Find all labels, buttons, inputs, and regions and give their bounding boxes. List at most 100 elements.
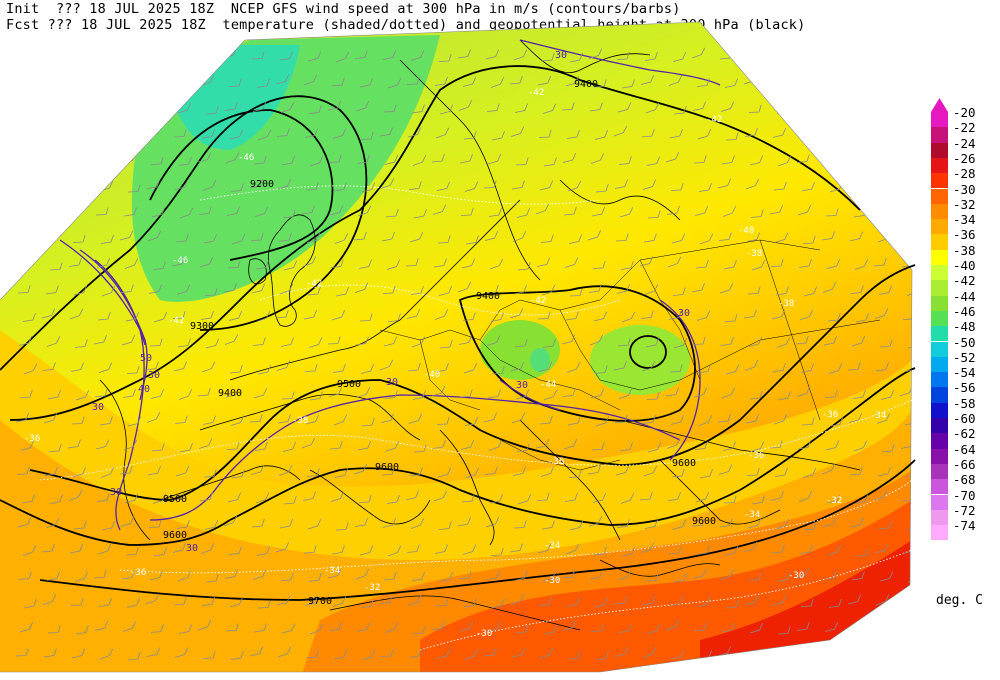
wind-label: 50: [140, 353, 152, 364]
wind-barb: [564, 492, 578, 502]
wind-barb: [847, 362, 861, 371]
wind-barb: [231, 234, 246, 245]
wind-barb: [877, 466, 891, 477]
wind-barb: [692, 568, 707, 579]
wind-barb: [41, 308, 56, 319]
wind-barb: [695, 259, 709, 269]
wind-barb: [823, 100, 838, 112]
wind-barb: [873, 490, 888, 501]
wind-barb: [696, 545, 710, 555]
wind-barb: [387, 78, 402, 89]
wind-barb: [513, 284, 527, 295]
temperature-label: -34: [324, 566, 340, 576]
wind-barb: [718, 464, 733, 475]
wind-barb: [277, 179, 292, 190]
wind-barb: [796, 386, 811, 397]
wind-barb: [360, 131, 374, 140]
wind-barb: [771, 77, 785, 86]
legend-entry: -66: [928, 457, 1000, 480]
height-label: 9300: [190, 321, 214, 332]
wind-barb: [201, 129, 215, 139]
wind-barb: [97, 76, 112, 87]
wind-barb: [335, 51, 350, 63]
wind-barb: [694, 441, 708, 450]
wind-barb: [569, 288, 583, 297]
wind-barb: [562, 152, 577, 163]
wind-barb: [305, 649, 319, 659]
wind-barb: [98, 597, 112, 607]
wind-barb: [227, 492, 242, 503]
wind-barb: [641, 596, 655, 606]
wind-barb: [279, 518, 293, 529]
wind-barb: [696, 78, 710, 87]
legend-swatch: [931, 219, 948, 235]
wind-barb: [876, 180, 890, 190]
wind-contour-30-central: [499, 379, 561, 411]
wind-barb: [772, 595, 787, 606]
wind-barb: [306, 232, 321, 243]
wind-barb: [513, 49, 528, 61]
wind-barb: [22, 312, 36, 322]
wind-barb: [101, 285, 116, 297]
wind-barb: [462, 312, 476, 321]
wind-barb: [119, 230, 134, 241]
wind-barb: [179, 207, 194, 219]
temperature-label: -30: [476, 629, 492, 639]
wind-barb: [777, 390, 791, 401]
wind-barb: [567, 415, 581, 426]
wind-barb: [173, 361, 188, 372]
wind-barb: [145, 593, 160, 605]
wind-barb: [486, 103, 500, 112]
wind-barb: [68, 490, 83, 501]
wind-barb: [309, 156, 324, 167]
wind-barb: [537, 75, 551, 86]
wind-barb: [747, 286, 761, 295]
wind-barb: [595, 183, 609, 193]
legend-swatch: [931, 463, 948, 480]
wind-barb: [281, 155, 295, 166]
legend-entry: -54: [928, 365, 1000, 388]
wind-barb: [563, 439, 578, 450]
wind-barb: [23, 598, 37, 609]
wind-barb: [153, 312, 168, 323]
wind-barb: [463, 598, 477, 608]
wind-barb: [172, 542, 187, 553]
wind-barb: [486, 335, 501, 346]
wind-barb: [515, 389, 530, 400]
wind-barb: [851, 571, 865, 581]
wind-barb: [569, 52, 583, 63]
wind-barb: [148, 49, 163, 60]
wind-barb: [17, 285, 31, 294]
wind-barb: [330, 259, 344, 268]
wind-barb: [850, 517, 865, 528]
wind-barb: [101, 53, 115, 63]
wind-barb: [148, 284, 162, 294]
wind-barb: [256, 78, 270, 88]
wind-barb: [725, 364, 740, 375]
wind-barb: [619, 207, 634, 218]
wind-barb: [249, 646, 264, 657]
wind-contour-50: [94, 259, 146, 346]
wind-barb: [227, 260, 241, 269]
wind-barb: [229, 129, 244, 140]
wind-barb: [253, 388, 268, 399]
temperature-label: -42: [706, 115, 722, 125]
wind-barb: [413, 208, 427, 219]
wind-barb: [665, 152, 680, 163]
wind-barb: [412, 390, 426, 400]
wind-barb: [795, 568, 810, 579]
wind-barb: [587, 230, 602, 241]
temperature-label: -38: [292, 416, 308, 426]
wind-barb: [435, 127, 450, 139]
temperature-legend: -20 -22 -24 -26 -28 -30 -32 -34 -36 -38 -40 -42 -44-…: [928, 98, 1000, 578]
wind-barb: [852, 154, 867, 165]
wind-barb: [465, 235, 479, 245]
wind-barb: [203, 469, 217, 478]
wind-barb: [71, 416, 85, 425]
legend-label: -22: [953, 120, 976, 136]
wind-barb: [127, 651, 141, 661]
wind-barb: [463, 363, 478, 374]
height-label: 9600: [163, 530, 187, 541]
wind-barb: [907, 104, 912, 115]
wind-barb: [541, 520, 555, 530]
